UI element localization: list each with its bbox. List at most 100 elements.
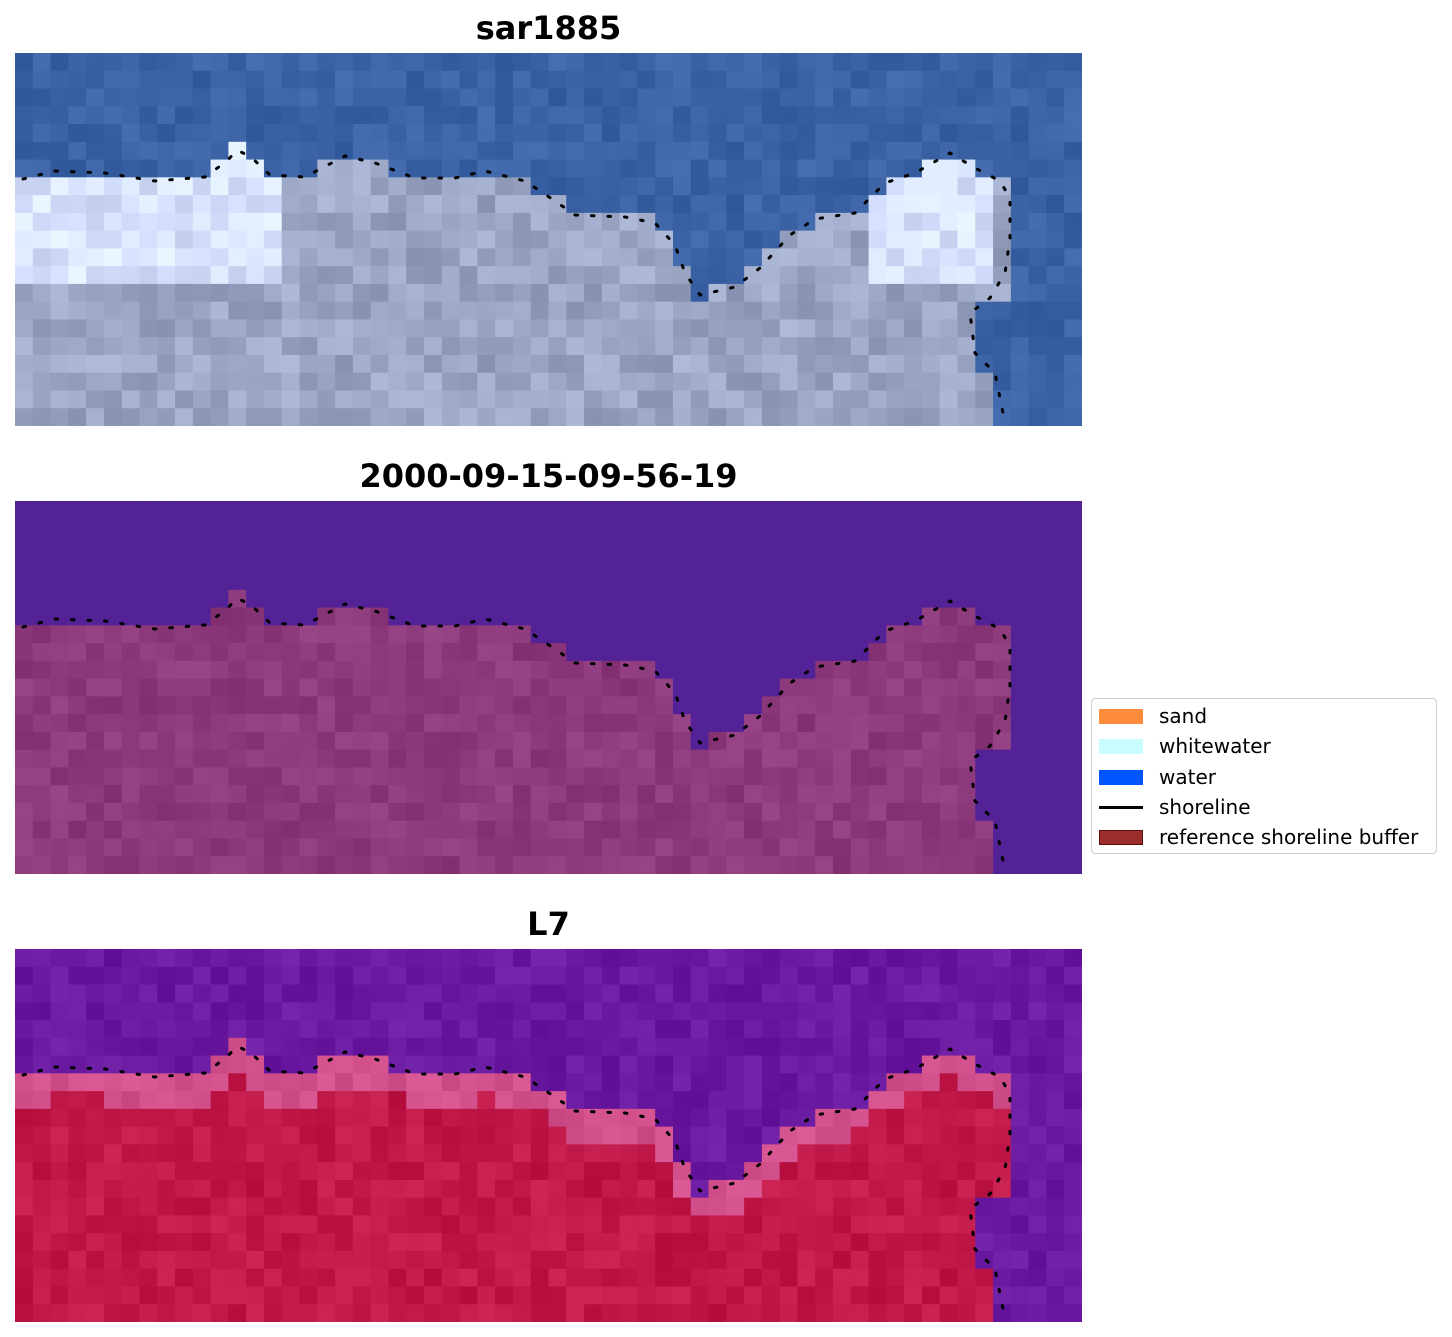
raster-pixel (921, 230, 941, 249)
raster-pixel (157, 70, 176, 90)
raster-pixel (779, 177, 799, 196)
raster-pixel (477, 838, 496, 857)
raster-pixel (317, 536, 336, 555)
raster-pixel (868, 785, 887, 804)
raster-pixel (192, 731, 212, 751)
raster-pixel (637, 1197, 656, 1217)
raster-pixel (939, 301, 959, 321)
raster-pixel (744, 949, 763, 968)
raster-pixel (1010, 88, 1030, 107)
raster-pixel (228, 820, 247, 840)
raster-pixel (157, 1002, 176, 1021)
raster-pixel (15, 607, 34, 626)
raster-pixel (815, 856, 834, 874)
raster-pixel (86, 501, 105, 520)
raster-pixel (352, 518, 372, 538)
raster-pixel (868, 696, 887, 715)
raster-pixel (228, 248, 247, 267)
raster-pixel (68, 501, 87, 520)
raster-pixel (690, 1091, 710, 1110)
raster-pixel (15, 266, 34, 285)
raster-pixel (263, 820, 283, 840)
raster-pixel (352, 696, 372, 715)
raster-pixel (921, 1286, 941, 1305)
raster-pixel (833, 678, 852, 697)
raster-pixel (530, 518, 550, 538)
raster-pixel (192, 195, 212, 214)
raster-pixel (886, 749, 905, 769)
raster-pixel (370, 53, 390, 72)
raster-pixel (1046, 838, 1065, 857)
raster-pixel (584, 966, 603, 986)
raster-pixel (281, 70, 301, 90)
raster-pixel (68, 554, 87, 573)
raster-pixel (15, 1055, 34, 1074)
raster-pixel (797, 1126, 816, 1145)
raster-pixel (726, 696, 745, 715)
raster-pixel (833, 767, 852, 786)
raster-pixel (50, 1304, 69, 1322)
raster-pixel (103, 572, 123, 591)
raster-pixel (797, 643, 816, 662)
raster-pixel (530, 1286, 550, 1305)
raster-pixel (495, 1108, 514, 1128)
raster-pixel (886, 731, 905, 751)
raster-pixel (1046, 966, 1065, 986)
raster-pixel (708, 714, 727, 733)
raster-pixel (708, 1091, 727, 1110)
raster-pixel (850, 966, 870, 986)
raster-pixel (726, 283, 745, 303)
raster-pixel (939, 518, 959, 538)
raster-pixel (1010, 714, 1030, 733)
raster-pixel (441, 1126, 461, 1145)
raster-pixel (352, 1250, 372, 1270)
raster-pixel (975, 159, 994, 178)
raster-pixel (779, 572, 799, 591)
raster-pixel (477, 856, 496, 874)
raster-pixel (406, 1126, 425, 1145)
raster-pixel (957, 607, 976, 626)
raster-pixel (797, 141, 816, 161)
raster-pixel (406, 966, 425, 986)
raster-pixel (317, 195, 336, 214)
raster-pixel (726, 177, 745, 196)
raster-pixel (406, 660, 425, 680)
raster-pixel (210, 248, 229, 267)
raster-pixel (406, 802, 425, 822)
raster-pixel (424, 1286, 443, 1305)
raster-pixel (619, 1162, 639, 1181)
raster-pixel (1046, 159, 1065, 178)
raster-pixel (1046, 643, 1065, 662)
raster-pixel (975, 372, 994, 392)
raster-pixel (850, 1073, 870, 1092)
raster-pixel (637, 838, 656, 857)
raster-pixel (388, 266, 407, 285)
raster-pixel (441, 230, 461, 249)
raster-pixel (797, 607, 816, 626)
raster-pixel (317, 319, 336, 338)
raster-pixel (530, 390, 550, 409)
raster-pixel (32, 501, 52, 520)
raster-pixel (619, 301, 639, 321)
raster-pixel (441, 1268, 461, 1288)
raster-pixel (1010, 1002, 1030, 1021)
raster-pixel (477, 1073, 496, 1092)
raster-pixel (335, 1197, 354, 1217)
raster-pixel (317, 230, 336, 249)
raster-pixel (210, 319, 229, 338)
raster-pixel (566, 1144, 585, 1163)
raster-pixel (886, 1286, 905, 1305)
raster-pixel (921, 1055, 941, 1074)
raster-pixel (1046, 319, 1065, 338)
raster-pixel (761, 70, 781, 90)
raster-pixel (530, 230, 550, 249)
raster-pixel (103, 785, 123, 804)
raster-pixel (406, 124, 425, 143)
raster-pixel (868, 536, 887, 555)
raster-pixel (886, 301, 905, 321)
raster-pixel (690, 53, 710, 72)
raster-pixel (263, 984, 283, 1003)
raster-pixel (833, 1126, 852, 1145)
raster-pixel (281, 984, 301, 1003)
raster-pixel (957, 1286, 976, 1305)
